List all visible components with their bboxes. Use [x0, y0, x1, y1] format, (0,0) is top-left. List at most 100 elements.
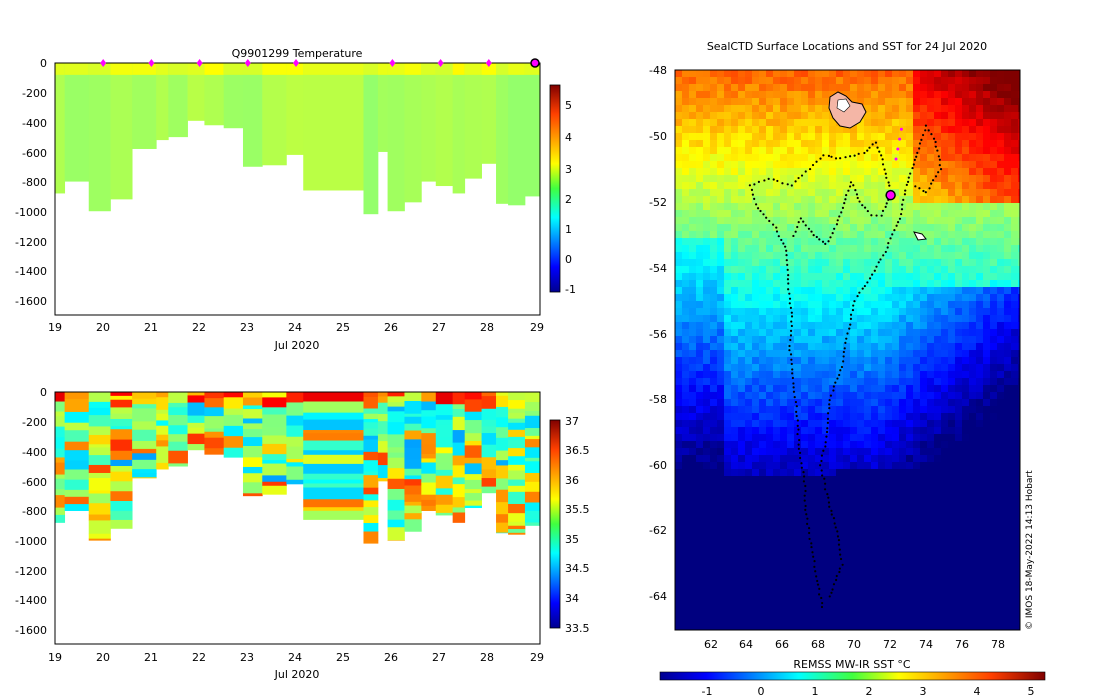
salinity-cell [387, 468, 405, 480]
sst-cell [703, 518, 711, 526]
sst-cell [899, 532, 907, 540]
sst-cell [682, 497, 690, 505]
sst-cell [745, 441, 753, 449]
sst-cell [703, 623, 711, 630]
sst-cell [836, 511, 844, 519]
sst-cell [927, 511, 935, 519]
sst-cell [836, 315, 844, 323]
sst-cell [955, 357, 963, 365]
sst-cell [703, 574, 711, 582]
sst-cell [920, 595, 928, 603]
sst-cell [822, 350, 830, 358]
sst-cell [801, 98, 809, 106]
sst-cell [997, 203, 1005, 211]
sst-cell [815, 203, 823, 211]
sst-cell [843, 322, 851, 330]
sst-cell [962, 525, 970, 533]
sst-cell [864, 343, 872, 351]
track-point [900, 208, 904, 211]
sst-cell [801, 581, 809, 589]
sst-cell [759, 343, 767, 351]
sst-cell [682, 350, 690, 358]
sst-cell [976, 546, 984, 554]
track-point [884, 205, 887, 208]
sst-cell [983, 245, 991, 253]
sst-cell [899, 581, 907, 589]
sst-cell [843, 511, 851, 519]
sst-cell [1011, 119, 1019, 127]
track-point [843, 202, 846, 205]
sst-cell [710, 140, 718, 148]
sst-cell [850, 126, 858, 134]
sst-cell [1004, 378, 1012, 386]
salinity-cell [508, 456, 526, 466]
sst-cell [1011, 567, 1019, 575]
sst-cell [822, 378, 830, 386]
sst-cell [864, 161, 872, 169]
sst-cell [1004, 595, 1012, 603]
sst-cell [983, 539, 991, 547]
sst-cell [717, 623, 725, 630]
sst-cell [983, 371, 991, 379]
sst-cell [850, 210, 858, 218]
sst-cell [738, 161, 746, 169]
sst-cell [934, 308, 942, 316]
sst-cell [990, 203, 998, 211]
sst-cell [934, 245, 942, 253]
sst-cell [899, 469, 907, 477]
sst-cell [752, 217, 760, 225]
sst-cell [801, 140, 809, 148]
sst-cell [892, 427, 900, 435]
sst-cell [878, 203, 886, 211]
salinity-sections [55, 392, 540, 544]
sst-cell [843, 378, 851, 386]
sst-cell [689, 511, 697, 519]
temperature-x-ticks: 19 20 21 22 23 24 25 26 27 28 29 [48, 321, 544, 334]
sst-cell [1011, 147, 1019, 155]
sst-cell [836, 77, 844, 85]
sst-cell [1004, 385, 1012, 393]
sst-colorbar-label: REMSS MW-IR SST °C [793, 658, 911, 671]
sst-cell [801, 252, 809, 260]
sst-cell [675, 553, 683, 561]
track-point [780, 238, 783, 242]
recent-profile-point [894, 157, 898, 161]
track-point [822, 449, 825, 452]
sst-cell [745, 329, 753, 337]
sst-cell [675, 539, 683, 547]
sst-cell [696, 616, 704, 624]
sst-cell [731, 287, 739, 295]
track-point [848, 327, 851, 330]
salinity-cell [363, 428, 379, 437]
sst-cell [864, 91, 872, 99]
salinity-cell [387, 402, 405, 408]
sst-cell [1004, 224, 1012, 232]
sst-cell [941, 70, 949, 78]
sst-cell [871, 420, 879, 428]
sst-cell [710, 280, 718, 288]
sst-cell [843, 462, 851, 470]
sst-cell [983, 609, 991, 617]
sst-cell [815, 616, 823, 624]
track-point [788, 302, 791, 305]
sst-cell [773, 385, 781, 393]
cbar-tick: 1 [812, 685, 819, 698]
sst-cell [941, 287, 949, 295]
sst-cell [780, 210, 788, 218]
track-point [835, 578, 838, 582]
sst-cell [976, 315, 984, 323]
sst-cell [675, 434, 683, 442]
sst-cell [773, 581, 781, 589]
sst-cell [703, 203, 711, 211]
sst-cell [934, 581, 942, 589]
sst-cell [1004, 616, 1012, 624]
sst-cell [794, 483, 802, 491]
sst-cell [738, 140, 746, 148]
sst-cell [682, 371, 690, 379]
sst-cell [787, 427, 795, 435]
sst-cell [990, 413, 998, 421]
sst-cell [682, 161, 690, 169]
sst-cell [745, 322, 753, 330]
sst-cell [724, 406, 732, 414]
sst-cell [717, 504, 725, 512]
